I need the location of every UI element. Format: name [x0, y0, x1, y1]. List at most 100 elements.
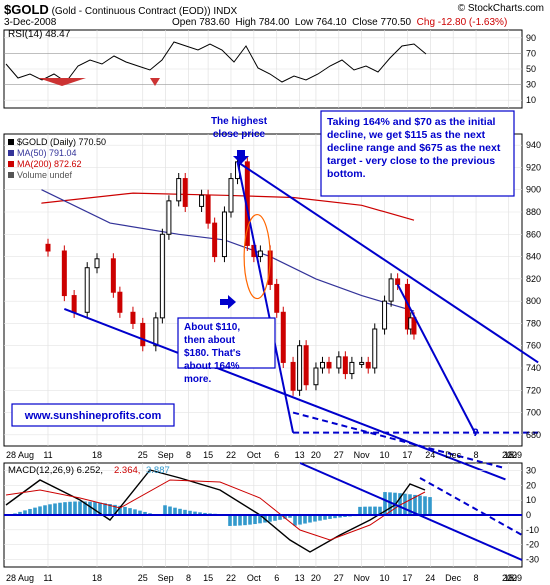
macd-hist-bar	[403, 493, 407, 515]
macd-hist-bar	[113, 504, 117, 515]
copyright: © StockCharts.com	[457, 3, 544, 14]
rsi-oversold-fill	[150, 78, 160, 86]
macd-date-label: 15	[504, 573, 514, 583]
macd-hist-bar	[88, 501, 92, 515]
macd-hist-bar	[193, 511, 197, 515]
candle-body	[326, 361, 332, 369]
macd-signal-value: 2.364,	[114, 465, 140, 476]
candle-body	[94, 258, 100, 269]
macd-hist-bar	[268, 515, 272, 522]
website-label: www.sunshineprofits.com	[24, 410, 162, 422]
price-date-label: Dec	[445, 450, 462, 460]
macd-hist-bar	[298, 515, 302, 525]
macd-hist-bar	[163, 505, 167, 515]
macd-hist-bar	[243, 515, 247, 526]
macd-hist-bar	[53, 503, 57, 515]
legend-item: MA(50) 791.04	[17, 148, 77, 158]
rsi-panel	[4, 37, 522, 101]
macd-date-label: Nov	[354, 573, 371, 583]
candle-body	[395, 278, 401, 285]
website-box	[11, 403, 175, 427]
macd-hist-bar	[428, 497, 432, 515]
candle-body	[303, 345, 309, 386]
macd-hist-bar	[233, 515, 237, 526]
change-value: Chg -12.80 (-1.63%)	[416, 17, 508, 28]
macd-hist-bar	[123, 506, 127, 515]
ma200-line	[41, 192, 415, 221]
macd-hist-bar	[168, 506, 172, 515]
macd-hist-bar	[373, 506, 377, 515]
macd-hist-bar	[253, 515, 257, 525]
macd-tick: -30	[526, 555, 539, 565]
chart-title: $GOLD (Gold - Continuous Contract (EOD))…	[4, 2, 237, 17]
candle-body	[365, 361, 371, 369]
macd-hist-bar	[128, 508, 132, 515]
legend-swatch	[8, 161, 14, 167]
price-date-label: 24	[425, 450, 435, 460]
macd-hist-bar	[328, 515, 332, 519]
candle-body	[257, 250, 263, 258]
macd-hist-bar	[203, 512, 207, 515]
macd-hist-bar	[133, 509, 137, 515]
price-date-label: 8	[474, 450, 479, 460]
question-mark: ?	[472, 427, 479, 439]
projection-box	[320, 110, 515, 197]
price-date-label: 6	[274, 450, 279, 460]
macd-date-label: 8	[474, 573, 479, 583]
macd-hist-bar	[103, 503, 107, 515]
macd-hist-bar	[318, 515, 322, 521]
macd-date-label: 15	[203, 573, 213, 583]
candle-body	[349, 361, 355, 375]
price-tick: 740	[526, 363, 541, 373]
high-value: High 784.00	[235, 17, 290, 28]
price-date-label: 28 Aug	[6, 450, 34, 460]
pullback-oval	[243, 213, 271, 300]
trendline	[396, 283, 477, 436]
candle-body	[84, 267, 90, 313]
macd-date-label: 18	[92, 573, 102, 583]
price-date-label: 13	[295, 450, 305, 460]
legend-swatch	[8, 172, 14, 178]
exchange: INDX	[213, 6, 238, 17]
macd-hist-bar	[68, 501, 72, 515]
macd-hist-bar	[278, 515, 282, 520]
macd-hist-bar	[398, 493, 402, 515]
macd-date-label: 8	[186, 573, 191, 583]
macd-hist-bar	[293, 515, 297, 526]
candle-body	[319, 361, 325, 369]
macd-hist-bar	[363, 506, 367, 515]
candle-body	[140, 322, 146, 347]
rsi-tick: 70	[526, 48, 536, 58]
price-date-label: 8	[186, 450, 191, 460]
rsi-tick: 90	[526, 33, 536, 43]
candle-body	[280, 311, 286, 363]
macd-hist-bar	[173, 507, 177, 515]
candle-body	[45, 243, 51, 252]
candle-body	[61, 250, 67, 297]
macd-hist-bar	[28, 508, 32, 515]
candle-body	[382, 300, 388, 330]
macd-hist-bar	[178, 508, 182, 515]
candle-body	[159, 233, 165, 319]
price-tick: 680	[526, 430, 541, 440]
macd-hist-bar	[228, 515, 232, 526]
close-value: Close 770.50	[352, 17, 412, 28]
macd-trendline	[299, 462, 523, 561]
price-tick: 820	[526, 274, 541, 284]
candle-body	[212, 222, 218, 258]
candle-body	[228, 178, 234, 213]
macd-hist-bar	[98, 502, 102, 515]
macd-hist-bar	[48, 504, 52, 515]
macd-hist-bar	[413, 494, 417, 515]
candle-body	[388, 278, 394, 302]
macd-hist-bar	[283, 515, 287, 519]
macd-hist-bar	[323, 515, 327, 520]
macd-hist-bar	[108, 503, 112, 515]
price-date-label: 22	[507, 450, 517, 460]
macd-hist-bar	[333, 515, 337, 519]
highest-close-annotation: The highest close price	[211, 116, 268, 140]
candle-body	[274, 283, 280, 313]
macd-hist-bar	[308, 515, 312, 523]
candle-body	[130, 311, 136, 324]
open-value: Open 783.60	[172, 17, 230, 28]
